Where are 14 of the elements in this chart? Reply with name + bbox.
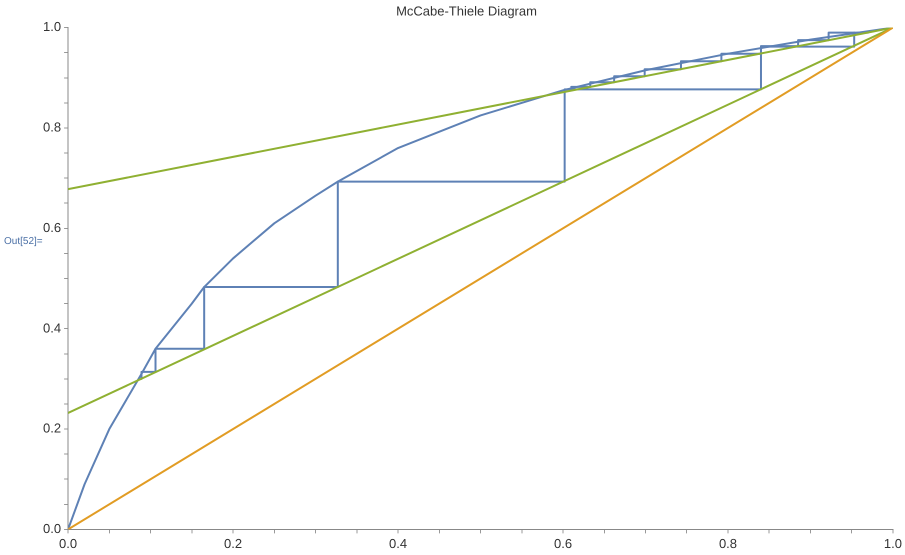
x-tick-label: 0.8 bbox=[718, 536, 738, 551]
y-tick-label: 1.0 bbox=[42, 19, 62, 34]
x-tick-label: 0.6 bbox=[554, 536, 572, 551]
y-tick-label: 0.4 bbox=[42, 320, 62, 336]
y-tick-label: 0.8 bbox=[42, 120, 62, 135]
text: Out[52]= bbox=[4, 236, 43, 247]
x-tick-label: 0.0 bbox=[59, 536, 78, 551]
x-tick-label: 0.2 bbox=[224, 536, 242, 551]
y-tick-label: 0.0 bbox=[42, 520, 62, 536]
chart-title: McCabe-Thiele Diagram bbox=[396, 3, 537, 18]
y-tick-label: 0.6 bbox=[42, 220, 62, 235]
y-tick-label: 0.2 bbox=[42, 420, 62, 436]
x-tick-label: 0.4 bbox=[388, 536, 408, 551]
x-tick-label: 1.0 bbox=[884, 536, 902, 551]
